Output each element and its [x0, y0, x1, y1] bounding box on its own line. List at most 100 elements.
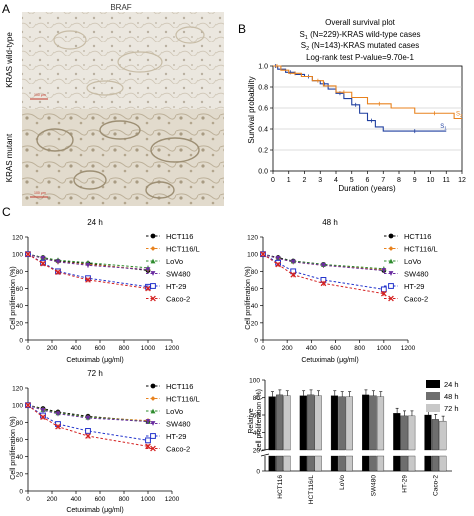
axis-break-mark	[260, 453, 270, 457]
survival-legend-s2: S2 (N=143)-KRAS mutated cases	[301, 41, 419, 52]
bar-lower-HCT116/L-24 h	[299, 455, 307, 472]
data-point-triangle-down	[290, 259, 296, 265]
y-tick-label: 120	[12, 386, 23, 393]
x-tick-label: 600	[95, 496, 106, 503]
bar-legend-label: 48 h	[444, 392, 459, 401]
survival-curve-label-2: S2	[456, 112, 463, 119]
bar-lower-HCT116/L-48 h	[307, 455, 315, 472]
bar-Caco-2-72 h	[439, 420, 447, 451]
survival-xtick-label: 9	[413, 177, 417, 184]
survival-curve-label-1: S1	[440, 124, 447, 131]
y-tick-label: 120	[12, 235, 23, 242]
data-point-diamond	[388, 246, 394, 251]
legend-label: HT-29	[404, 282, 424, 291]
bar-lower-HT-29-48 h	[400, 455, 408, 472]
chart-72h-ylabel: Cell proliferation (%)	[10, 416, 17, 479]
bar-HT-29-24 h	[393, 413, 401, 451]
legend-label: Caco-2	[166, 295, 190, 304]
bar-lower-LoVo-24 h	[330, 455, 339, 472]
bar-category-label: HCT116/L	[308, 475, 315, 505]
legend-label: HCT116	[404, 232, 431, 241]
y-tick-label: 0	[254, 338, 258, 345]
x-tick-label: 200	[282, 345, 293, 352]
survival-ytick-label: 0.0	[258, 169, 268, 176]
survival-ytick-label: 0.6	[258, 106, 268, 113]
survival-xtick-label: 5	[350, 177, 354, 184]
x-tick-label: 800	[119, 496, 130, 503]
survival-ytick-label: 1.0	[258, 64, 268, 71]
series-line-SW480	[27, 404, 149, 422]
bar-lower-Caco-2-24 h	[424, 455, 432, 472]
bar-ylabel: Relative cell proliferation (%)	[248, 389, 263, 451]
bar-category-label: HCT116	[277, 475, 284, 499]
bar-SW480-72 h	[376, 396, 385, 451]
x-tick-label: 1200	[401, 345, 416, 352]
series-line-HT-29	[27, 253, 149, 288]
y-tick-label: 60	[251, 286, 259, 293]
x-tick-label: 400	[71, 496, 82, 503]
survival-xtick-label: 3	[318, 177, 322, 184]
data-point-cross	[380, 290, 387, 297]
survival-xtick-label: 12	[458, 177, 466, 184]
bar-lower-HCT116-72 h	[283, 455, 291, 472]
bar-LoVo-48 h	[338, 396, 346, 451]
chart-48h-title: 48 h	[322, 218, 338, 227]
x-tick-label: 800	[354, 345, 365, 352]
micrograph-wildtype	[22, 12, 224, 109]
survival-xtick-label: 10	[427, 177, 435, 184]
bar-y-tick-label: 20	[253, 448, 261, 455]
survival-xtick-label: 8	[397, 177, 401, 184]
legend-label: Caco-2	[404, 295, 428, 304]
data-point-cross	[388, 295, 394, 302]
data-point-cross	[85, 277, 91, 283]
bar-chart-plot: 0 20 40 60 80 100 HCT116 HCT116/L LoVo SW480 HT-29…	[249, 378, 454, 505]
x-tick-label: 1200	[165, 345, 180, 352]
chart-24h-xlabel: Cetuximab (μg/ml)	[66, 357, 123, 364]
x-tick-label: 0	[261, 345, 265, 352]
bar-Caco-2-48 h	[431, 419, 439, 451]
bar-SW480-24 h	[362, 394, 370, 451]
x-tick-label: 1200	[165, 496, 180, 503]
data-point-square	[85, 428, 91, 434]
data-point-square	[150, 433, 156, 439]
series-line-HT-29	[262, 253, 384, 290]
axis-break-mark	[260, 448, 270, 452]
bar-lower-SW480-24 h	[362, 455, 370, 472]
x-tick-label: 400	[306, 345, 317, 352]
legend-label: SW480	[166, 420, 191, 429]
series-line-SW480	[27, 253, 149, 271]
data-point-triangle-down	[275, 256, 281, 261]
survival-legend-s1: S1 (N=229)-KRAS wild-type cases	[299, 30, 420, 41]
x-tick-label: 600	[330, 345, 341, 352]
legend-label: HCT116	[166, 232, 193, 241]
bar-HT-29-48 h	[400, 415, 408, 451]
bar-category-label: SW480	[370, 475, 377, 497]
x-tick-label: 0	[26, 496, 30, 503]
data-point-triangle	[150, 408, 156, 414]
data-point-square	[388, 283, 394, 289]
bar-HCT116-24 h	[268, 396, 276, 451]
panel-c-label: C	[2, 205, 11, 219]
data-point-cross	[55, 423, 61, 430]
bar-y-tick-label: 40	[253, 430, 261, 437]
chart-24h-ylabel: Cell proliferation (%)	[10, 266, 17, 329]
legend-label: HCT116	[166, 382, 193, 391]
data-point-square	[145, 437, 151, 444]
data-point-triangle	[150, 258, 156, 264]
survival-ytick-label: 0.2	[258, 148, 268, 155]
survival-xtick-label: 1	[287, 177, 291, 184]
data-point-cross	[25, 251, 31, 258]
y-tick-label: 20	[16, 471, 24, 478]
chart-72h-xlabel: Cetuximab (μg/ml)	[66, 507, 123, 514]
data-point-cross	[55, 269, 61, 276]
survival-curve-label-sub: 1	[444, 126, 447, 131]
x-tick-label: 1000	[141, 345, 156, 352]
panel-b-label: B	[238, 22, 246, 36]
bar-lower-LoVo-72 h	[345, 455, 353, 472]
bar-chart-legend: 24 h 48 h 72 h	[426, 380, 459, 413]
chart-48h-xlabel: Cetuximab (μg/ml)	[301, 357, 358, 364]
